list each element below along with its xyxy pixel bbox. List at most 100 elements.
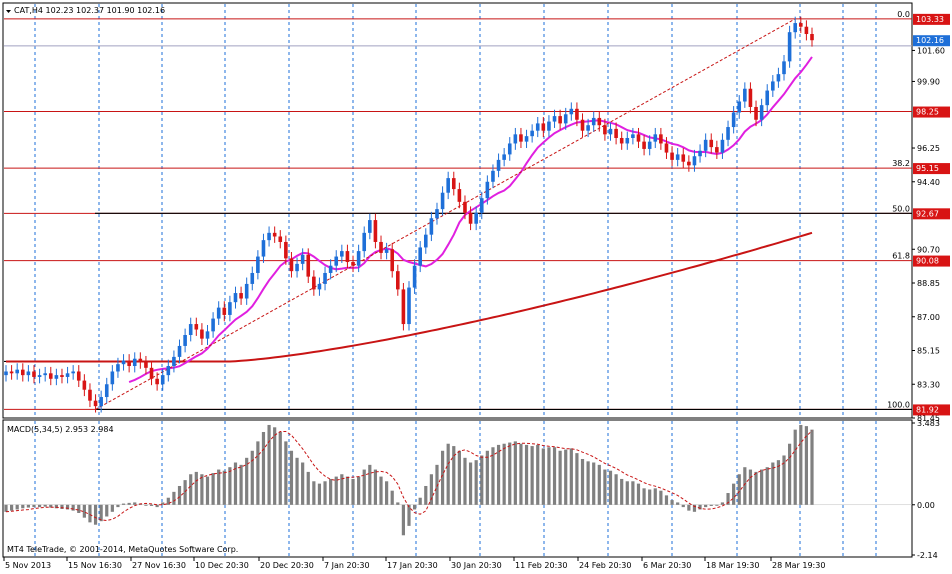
time-label: 24 Feb 20:30 bbox=[579, 561, 631, 570]
price-tag[interactable] bbox=[913, 255, 950, 267]
macd-bar bbox=[401, 504, 406, 536]
macd-bar bbox=[715, 504, 719, 506]
candle-body bbox=[782, 61, 786, 75]
candle-body bbox=[591, 117, 596, 126]
candle-body bbox=[670, 152, 674, 160]
symbol-header[interactable]: CAT,H4 102.23 102.37 101.90 102.16 bbox=[6, 6, 165, 15]
candle-body bbox=[183, 335, 187, 346]
candle-body bbox=[625, 137, 630, 144]
macd-bar bbox=[569, 448, 573, 505]
macd-bar bbox=[357, 476, 361, 505]
macd-bar bbox=[166, 497, 170, 505]
price-tag[interactable] bbox=[913, 13, 950, 25]
macd-bar bbox=[217, 469, 221, 505]
macd-bar bbox=[592, 462, 596, 505]
macd-bar bbox=[457, 450, 461, 505]
macd-bar bbox=[43, 504, 47, 507]
macd-bar bbox=[547, 447, 551, 505]
candle-body bbox=[317, 283, 322, 290]
macd-bar bbox=[329, 478, 333, 505]
price-axis[interactable]: 101.60 99.90 96.25 94.40 90.70 88.85 87.00 85.1… bbox=[912, 13, 950, 423]
macd-bar bbox=[541, 448, 545, 505]
macd-panel-frame[interactable] bbox=[2, 419, 913, 558]
macd-bar bbox=[273, 427, 277, 505]
macd-bar bbox=[71, 504, 75, 511]
candle-body bbox=[60, 375, 64, 377]
candle-body bbox=[116, 364, 120, 372]
dropdown-triangle-icon[interactable] bbox=[6, 10, 11, 13]
price-tag-label: 103.33 bbox=[916, 15, 944, 24]
candle-body bbox=[451, 178, 456, 190]
macd-bar bbox=[776, 460, 781, 505]
candle-body bbox=[507, 143, 512, 155]
candle-body bbox=[754, 106, 758, 120]
macd-bar bbox=[519, 443, 523, 505]
price-tag-label: 92.67 bbox=[916, 209, 939, 218]
fib-label: 0.0 bbox=[897, 10, 910, 19]
macd-bar bbox=[295, 457, 299, 505]
time-label: 6 Mar 20:30 bbox=[643, 561, 691, 570]
price-chart-frame[interactable] bbox=[2, 2, 913, 419]
candle-body bbox=[20, 369, 25, 376]
price-tag[interactable] bbox=[913, 208, 950, 220]
candle-body bbox=[155, 378, 159, 385]
price-tag[interactable] bbox=[913, 404, 950, 416]
candle-body bbox=[256, 256, 260, 273]
macd-bar bbox=[32, 504, 36, 508]
price-tag-label: 98.25 bbox=[916, 108, 939, 117]
candle-body bbox=[104, 384, 109, 398]
candle-body bbox=[681, 154, 686, 162]
candle-body bbox=[675, 154, 680, 160]
candle-body bbox=[272, 232, 277, 237]
macd-bar bbox=[105, 504, 109, 517]
time-label: 10 Dec 20:30 bbox=[195, 561, 249, 570]
time-axis[interactable]: 5 Nov 2013 15 Nov 16:30 27 Nov 16:30 10 Dec… bbox=[3, 557, 825, 570]
candle-body bbox=[446, 178, 450, 193]
macd-bar bbox=[799, 424, 803, 505]
macd-bar bbox=[743, 467, 747, 505]
price-tag[interactable] bbox=[913, 35, 950, 47]
fib-trend-line[interactable] bbox=[95, 18, 796, 410]
macd-bar bbox=[524, 444, 529, 505]
price-tag[interactable] bbox=[913, 106, 950, 118]
candle-body bbox=[659, 134, 663, 144]
candle-body bbox=[312, 276, 316, 290]
candle-body bbox=[127, 360, 131, 367]
macd-bar bbox=[116, 504, 120, 508]
candle-body bbox=[502, 154, 506, 160]
macd-bar bbox=[205, 476, 210, 505]
candle-body bbox=[558, 116, 562, 124]
candle-body bbox=[121, 360, 126, 365]
macd-bar bbox=[754, 471, 758, 505]
macd-bar bbox=[429, 474, 433, 505]
candle-body bbox=[804, 26, 809, 35]
macd-axis[interactable]: 3.483 0.00 -2.14 bbox=[912, 419, 940, 560]
time-label: 5 Nov 2013 bbox=[5, 561, 51, 570]
candle-body bbox=[328, 265, 333, 273]
macd-bar bbox=[558, 450, 562, 505]
candle-body bbox=[267, 232, 271, 241]
candle-body bbox=[541, 123, 546, 131]
macd-bar bbox=[418, 497, 422, 505]
candle-body bbox=[188, 324, 193, 335]
macd-bar bbox=[121, 503, 126, 505]
candle-body bbox=[37, 375, 42, 377]
macd-bar bbox=[468, 462, 473, 505]
macd-bar bbox=[301, 462, 305, 505]
macd-bar bbox=[49, 504, 53, 508]
candle-body bbox=[54, 375, 59, 379]
macd-bar bbox=[340, 474, 344, 505]
candle-body bbox=[15, 369, 19, 374]
price-tag[interactable] bbox=[913, 163, 950, 175]
macd-bar bbox=[463, 457, 467, 505]
candle-body bbox=[519, 134, 523, 142]
candle-body bbox=[239, 293, 243, 299]
macd-bar bbox=[88, 504, 92, 523]
candle-body bbox=[731, 112, 736, 128]
macd-bar bbox=[54, 504, 58, 509]
macd-bar bbox=[502, 443, 506, 505]
candle-body bbox=[457, 189, 462, 202]
macd-bar bbox=[317, 483, 322, 505]
macd-bar bbox=[625, 481, 629, 505]
